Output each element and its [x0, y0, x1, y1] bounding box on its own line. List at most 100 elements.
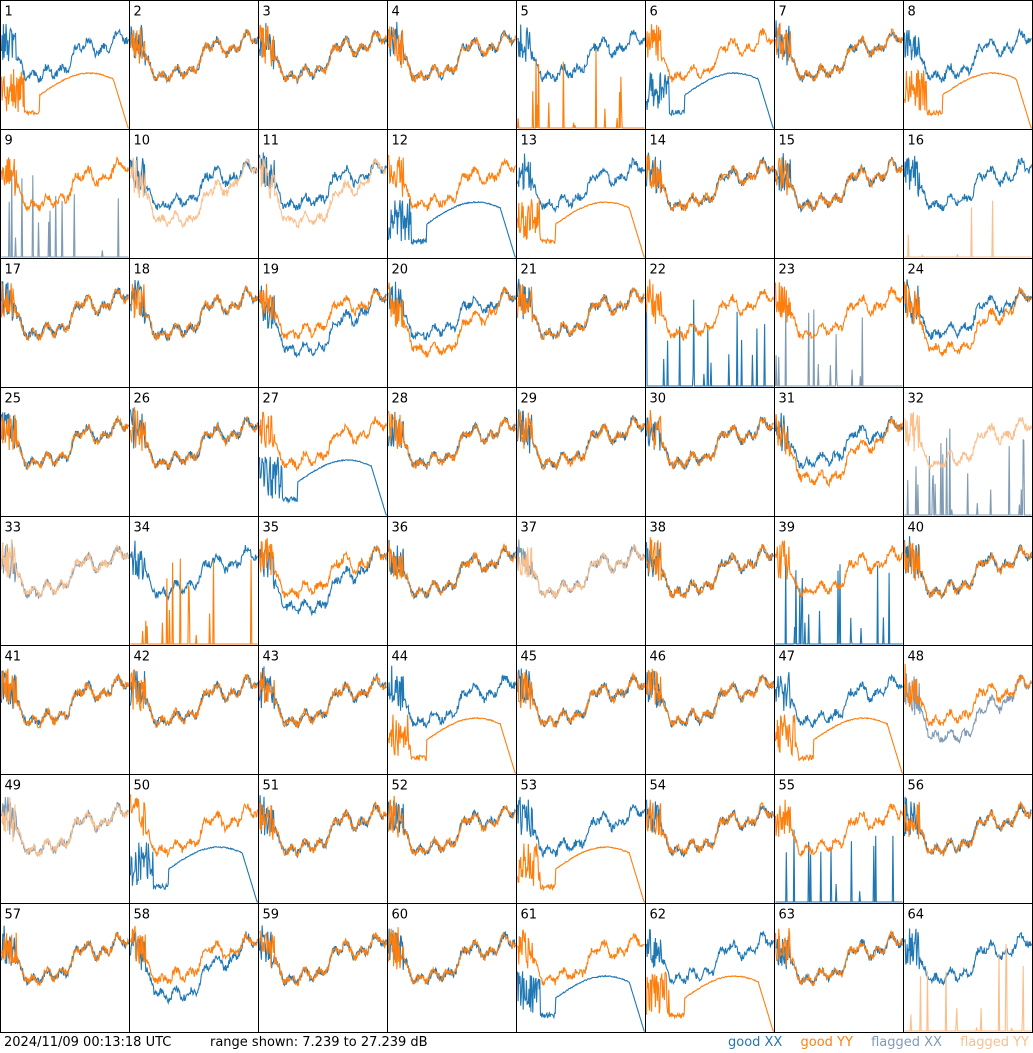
- panel-frame: [645, 129, 775, 259]
- series-yy-line: [0, 69, 130, 129]
- panel-33: 33: [0, 516, 130, 646]
- series-xx-line: [903, 673, 1033, 745]
- panel-label: 51: [263, 779, 280, 794]
- panel-frame: [903, 516, 1033, 646]
- series-xx-line: [0, 23, 130, 83]
- series-yy-line: [258, 24, 387, 84]
- panel-label: 40: [908, 521, 925, 536]
- series-yy-line: [774, 714, 904, 774]
- series-yy-line: [517, 545, 646, 598]
- panel-frame: [516, 903, 646, 1033]
- range-label: range shown: 7.239 to 27.239 dB: [210, 1035, 428, 1050]
- panel-38: 38: [645, 516, 775, 646]
- series-yy-line: [387, 714, 517, 774]
- series-xx-line: [129, 540, 258, 601]
- series-yy-line: [517, 929, 645, 987]
- panel-58: 58: [129, 903, 259, 1033]
- panel-frame: [129, 0, 259, 130]
- panel-frame: [774, 903, 904, 1033]
- panel-64: 64: [903, 903, 1033, 1033]
- panel-label: 53: [521, 779, 538, 794]
- series-yy-line: [904, 200, 1032, 258]
- panel-frame: [258, 129, 388, 259]
- panel-label: 14: [650, 134, 667, 149]
- series-xx-line: [775, 829, 903, 903]
- panel-frame: [387, 645, 517, 775]
- panel-23: 23: [774, 258, 904, 388]
- panel-label: 32: [908, 392, 925, 407]
- panel-frame: [903, 645, 1033, 775]
- panel-27: 27: [258, 387, 388, 517]
- panel-2: 2: [129, 0, 259, 130]
- panel-label: 41: [5, 650, 22, 665]
- panel-label: 45: [521, 650, 538, 665]
- series-yy-line: [516, 282, 645, 340]
- series-xx-line: [904, 428, 1032, 516]
- panel-label: 47: [779, 650, 796, 665]
- panel-frame: [516, 645, 646, 775]
- series-xx-line: [903, 928, 1033, 986]
- panel-frame: [129, 903, 259, 1033]
- timestamp: 2024/11/09 00:13:18 UTC: [4, 1035, 172, 1050]
- panel-5: 5: [516, 0, 646, 130]
- series-yy-line: [1, 797, 130, 858]
- panel-label: 33: [5, 521, 22, 536]
- panel-frame: [516, 516, 646, 646]
- panel-label: 30: [650, 392, 667, 407]
- panel-label: 54: [650, 779, 667, 794]
- panel-25: 25: [0, 387, 130, 517]
- legend-good-xx: good XX: [727, 1035, 783, 1050]
- series-xx-line: [516, 153, 646, 214]
- series-xx-line: [1, 169, 129, 258]
- series-xx-line: [645, 299, 774, 387]
- panel-label: 57: [5, 908, 22, 923]
- series-xx-line: [258, 285, 387, 359]
- series-yy-line: [516, 671, 646, 728]
- series-xx-line: [129, 931, 258, 1005]
- series-yy-line: [0, 668, 130, 729]
- panel-label: 34: [134, 521, 151, 536]
- series-yy-line: [516, 411, 645, 472]
- panel-label: 64: [908, 908, 925, 923]
- legend-flagged-yy: flagged YY: [960, 1035, 1029, 1050]
- series-xx-line: [258, 152, 388, 211]
- series-yy-line: [258, 668, 387, 729]
- panel-44: 44: [387, 645, 517, 775]
- panel-frame: [903, 774, 1033, 904]
- panel-30: 30: [645, 387, 775, 517]
- panel-29: 29: [516, 387, 646, 517]
- panel-frame: [903, 387, 1033, 517]
- panel-label: 6: [650, 5, 658, 20]
- panel-frame: [774, 645, 904, 775]
- series-yy-line: [130, 558, 258, 645]
- panel-34: 34: [129, 516, 259, 646]
- panel-frame: [903, 129, 1033, 259]
- panel-4: 4: [387, 0, 517, 130]
- series-yy-line: [258, 537, 388, 600]
- series-xx-line: [775, 562, 903, 645]
- panel-label: 39: [779, 521, 796, 536]
- series-xx-line: [258, 456, 388, 516]
- panel-40: 40: [903, 516, 1033, 646]
- series-yy-line: [258, 157, 387, 229]
- panel-frame: [0, 258, 130, 388]
- panel-label: 22: [650, 263, 667, 278]
- series-yy-line: [645, 279, 775, 342]
- panel-frame: [645, 387, 775, 517]
- panel-15: 15: [774, 129, 904, 259]
- panel-42: 42: [129, 645, 259, 775]
- panel-label: 31: [779, 392, 796, 407]
- series-yy-line: [129, 157, 259, 229]
- panel-frame: [645, 0, 775, 130]
- panel-8: 8: [903, 0, 1033, 130]
- series-yy-line: [903, 541, 1033, 599]
- panel-10: 10: [129, 129, 259, 259]
- panel-label: 55: [779, 779, 796, 794]
- panel-frame: [0, 129, 130, 259]
- panel-frame: [903, 0, 1033, 130]
- panel-frame: [516, 774, 646, 904]
- panel-label: 3: [263, 5, 271, 20]
- panel-56: 56: [903, 774, 1033, 904]
- panel-35: 35: [258, 516, 388, 646]
- series-yy-line: [259, 929, 388, 987]
